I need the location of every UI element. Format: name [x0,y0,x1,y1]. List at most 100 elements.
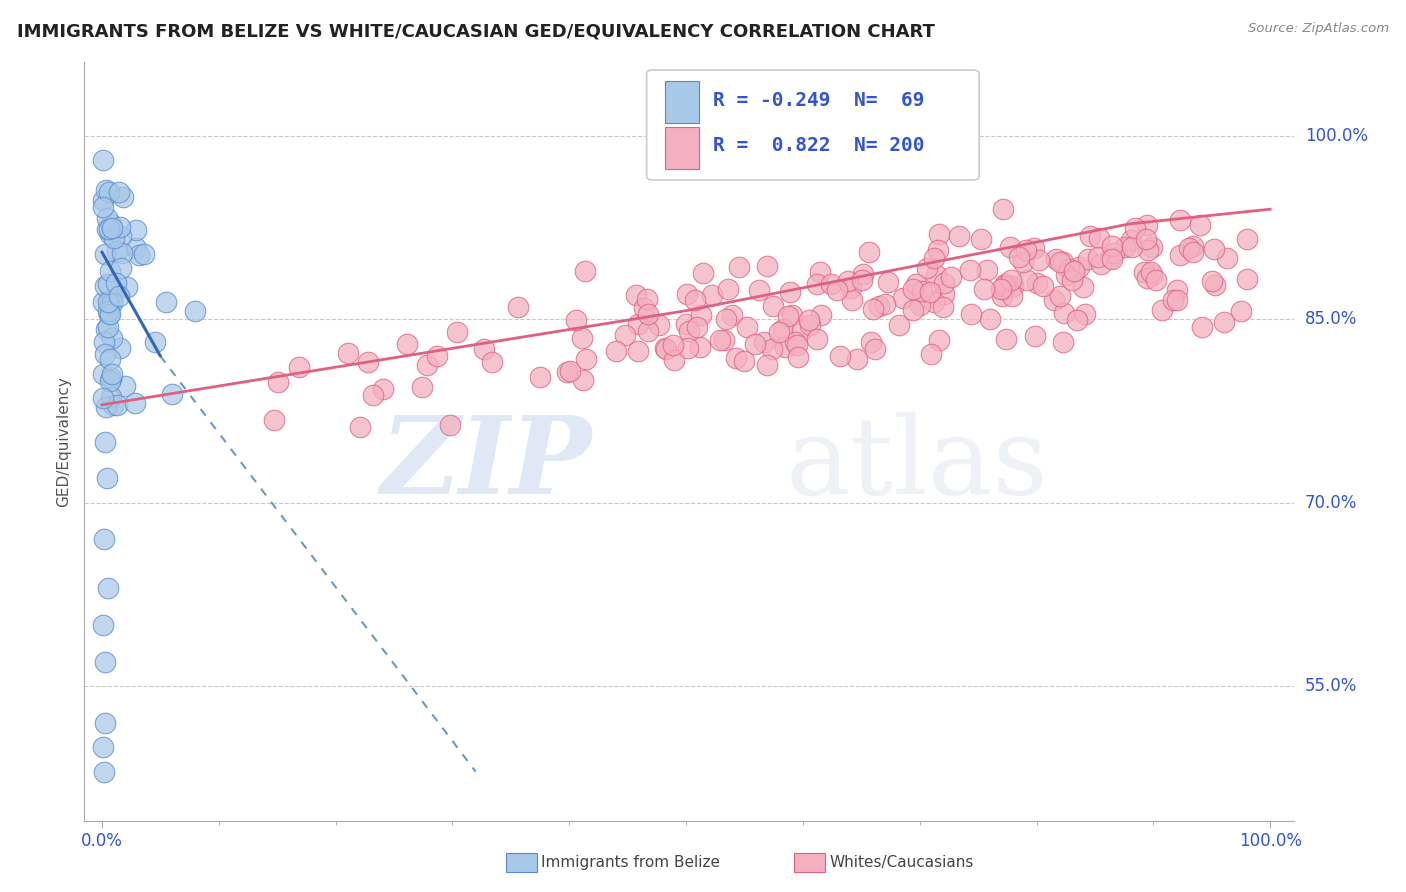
Point [901,282,924,296]
Point [91,391,114,405]
Point [830,349,852,363]
Point [799,318,821,333]
Point [101,367,124,381]
Point [1168,248,1191,262]
Point [782,308,804,322]
Point [1090,257,1112,271]
Point [662,352,685,367]
Point [825,283,848,297]
Text: 85.0%: 85.0% [1305,310,1357,328]
Point [932,300,955,314]
Point [728,260,751,275]
Point [993,202,1015,216]
Point [891,291,914,305]
Point [1067,260,1090,275]
Point [858,245,880,260]
Point [91,618,114,632]
Point [1088,231,1111,245]
Point [1052,335,1074,350]
Point [91,200,114,214]
Point [633,301,655,315]
Point [105,244,128,259]
Point [98,222,121,236]
Point [1133,265,1156,279]
Point [873,297,896,311]
Point [852,267,875,281]
Point [911,285,934,299]
Point [994,277,1017,291]
Point [94,434,117,449]
Point [928,334,950,348]
Point [778,309,800,323]
Point [754,335,776,350]
Point [128,248,150,262]
Point [998,240,1021,254]
Point [100,371,122,385]
Point [920,347,942,361]
Point [1161,293,1184,308]
Point [1101,252,1123,267]
Point [675,286,697,301]
Point [941,270,963,285]
Point [349,420,371,434]
Point [101,221,124,235]
Point [93,533,115,547]
Point [1025,276,1047,290]
Point [841,293,863,308]
Point [574,264,596,278]
Point [110,260,132,275]
Point [124,241,146,255]
Point [1166,283,1188,297]
Point [100,264,122,278]
Point [396,336,419,351]
Point [112,190,135,204]
Point [103,231,125,245]
Point [709,333,731,347]
Point [1043,293,1066,307]
Point [1123,220,1146,235]
Point [371,383,394,397]
Point [1168,213,1191,227]
Point [1024,329,1046,343]
Point [925,268,948,283]
Point [288,359,311,374]
Point [266,375,288,389]
Point [1098,252,1121,266]
Point [1204,277,1226,292]
Point [416,358,439,372]
Point [627,344,650,359]
Point [105,398,128,412]
Point [808,265,831,279]
Point [1032,279,1054,293]
Point [529,370,551,384]
Point [439,418,461,433]
Point [1062,273,1084,287]
Point [1181,239,1204,253]
Point [98,298,121,312]
Point [637,307,659,321]
Point [1144,273,1167,287]
Point [762,299,785,313]
Point [1002,279,1025,293]
Point [91,367,114,381]
Point [93,764,115,779]
Point [91,153,114,168]
Point [1057,261,1080,276]
Point [1028,252,1050,267]
Point [905,277,928,291]
Point [98,307,121,321]
Point [93,346,115,360]
FancyBboxPatch shape [665,81,699,123]
Point [1063,264,1085,278]
Point [991,288,1014,302]
Point [915,261,938,276]
Point [426,349,449,363]
Point [104,276,127,290]
Point [1137,244,1160,258]
Point [993,282,1015,296]
Point [979,312,1001,326]
Point [1139,265,1161,279]
Point [1236,232,1258,246]
Text: Source: ZipAtlas.com: Source: ZipAtlas.com [1249,22,1389,36]
Point [1166,293,1188,307]
